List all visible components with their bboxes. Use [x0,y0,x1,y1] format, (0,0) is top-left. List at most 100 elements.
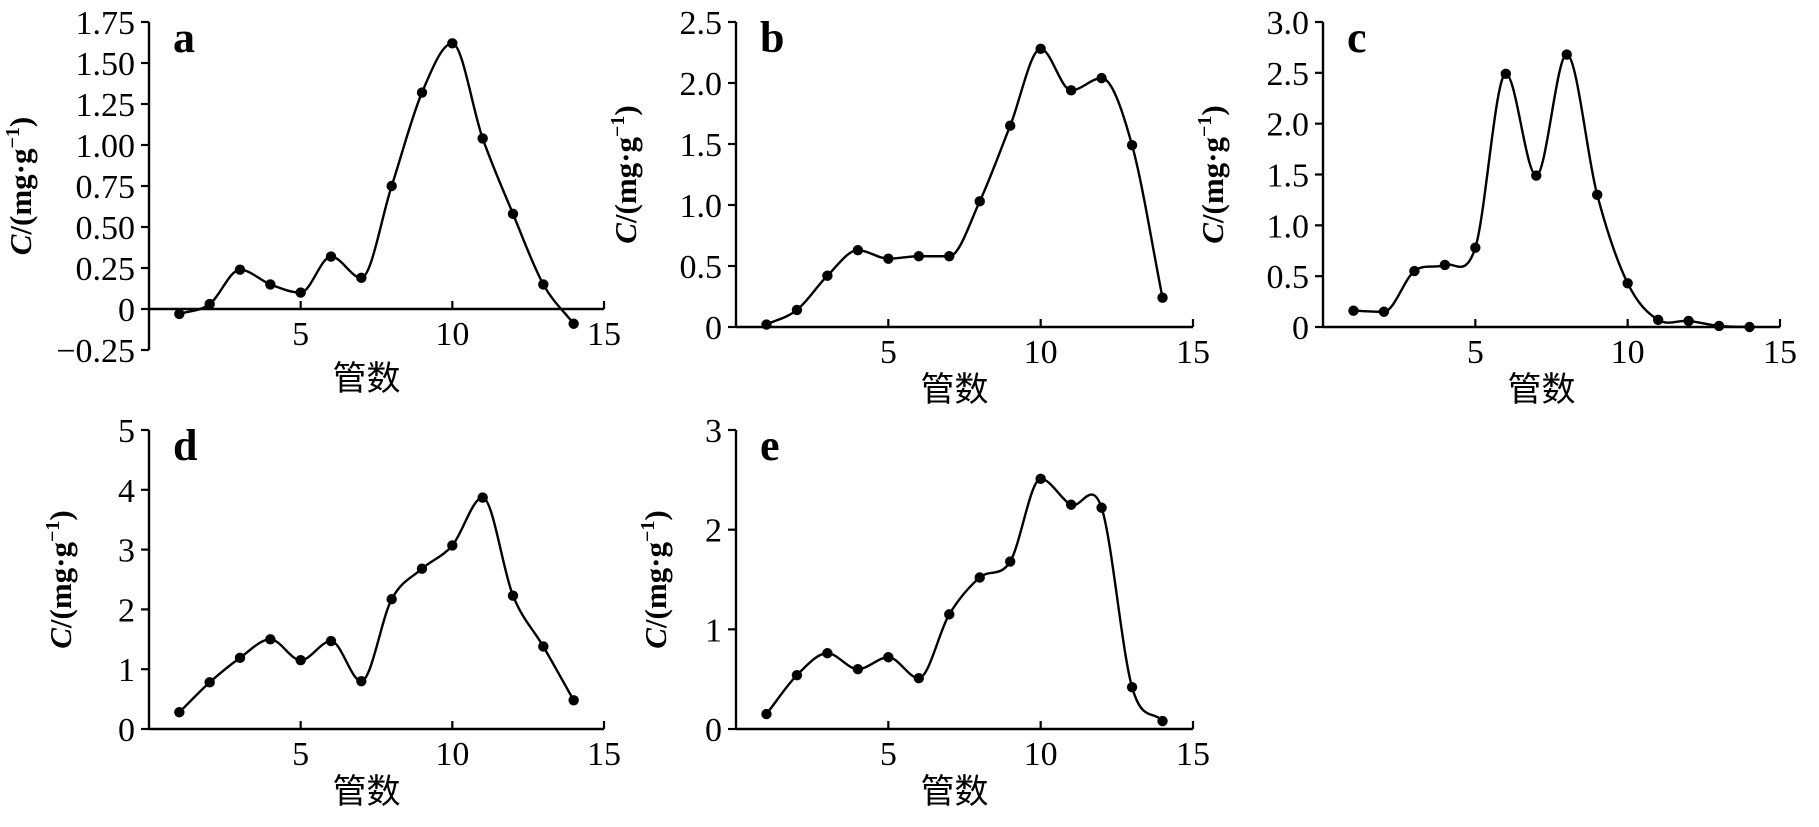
data-point [1439,259,1451,271]
data-point [883,253,894,264]
x-tick-label: 10 [435,316,469,353]
data-point [1005,556,1016,567]
data-point [1065,85,1077,96]
y-axis-label-unit: /(mg·g [3,148,38,236]
data-point [1592,189,1603,201]
y-tick-label: 0 [705,310,722,347]
y-tick-label: 0.25 [76,251,136,288]
data-point [1744,321,1755,333]
data-point [1157,715,1168,727]
data-point [507,208,519,220]
x-axis-label: 管数 [1508,370,1576,410]
data-point [852,244,864,256]
series-line [1353,53,1750,329]
data-point [944,251,955,262]
x-axis-label: 管数 [921,772,989,812]
data-point [1126,140,1138,151]
data-point [234,652,246,664]
data-point [477,133,488,144]
y-axis-label-var: C [638,628,673,649]
y-tick-label: 0.75 [76,169,136,206]
data-point [416,563,428,574]
y-tick-label: 0 [118,712,135,749]
y-tick-label: 0 [118,292,135,329]
x-tick-label: 5 [292,316,309,353]
data-point [1683,315,1694,327]
x-tick-label: 5 [1467,334,1484,371]
data-point [295,287,306,298]
data-point [356,272,367,284]
y-axis-label-close: ) [608,105,643,115]
y-tick-label: −0.25 [56,333,135,370]
y-tick-label: 0.5 [680,249,723,286]
data-point [538,641,549,652]
chart-panel-a: −0.25 0 0.25 0.50 0.75 1.00 1.25 1.50 1.75 5 10 15 a… [2,5,621,399]
data-point [1126,681,1138,693]
y-axis-label: C/(mg·g−1) [607,105,643,244]
series-line [178,42,575,325]
y-tick-label: 1.0 [1267,208,1310,245]
x-tick-label: 15 [1176,736,1210,773]
y-axis-label: C/(mg·g−1) [1194,105,1230,244]
data-point [1005,120,1016,131]
chart-panel-d: 0 1 2 3 4 5 5 10 15 d 管数 C/(mg·g−1) [42,413,621,812]
data-point [791,669,803,681]
y-axis-label: C/(mg·g−1) [637,510,673,649]
panel-letter: c [1347,13,1367,62]
data-point [568,695,579,706]
x-axis-label: 管数 [921,370,989,410]
data-point [822,648,833,659]
data-point [325,251,337,262]
y-tick-label: 1.0 [680,188,723,225]
data-point [1409,265,1420,277]
y-tick-label: 4 [118,473,135,510]
data-point [265,634,276,645]
y-tick-label: 1 [705,612,722,649]
x-tick-label: 10 [1611,334,1645,371]
y-tick-label: 3 [705,413,722,450]
data-point [386,594,397,605]
y-tick-label: 1.50 [76,46,136,83]
y-tick-label: 2.0 [680,66,723,103]
data-point [265,279,276,290]
data-point [1561,49,1572,60]
y-tick-label: 1.00 [76,128,136,165]
x-tick-label: 10 [435,736,469,773]
y-axis-label-exponent: −1 [42,521,64,542]
data-point [913,251,924,262]
data-point [447,540,458,551]
data-point [295,655,306,666]
series-line [178,496,575,714]
y-axis-label-close: ) [3,117,38,127]
data-point [447,38,458,49]
y-axis-label-exponent: −1 [607,116,629,137]
chart-panel-b: 0 0.5 1.0 1.5 2.0 2.5 5 10 15 b 管数 C/(mg·g−1) [607,5,1210,410]
y-axis-label-exponent: −1 [1194,116,1216,137]
y-tick-label: 3.0 [1267,5,1310,42]
y-axis-label-unit: /(mg·g [43,541,78,629]
data-point [1500,68,1512,80]
y-axis-label-var: C [1195,223,1230,244]
y-tick-label: 1.25 [76,87,136,124]
data-point [1157,292,1168,303]
y-tick-label: 0.50 [76,210,136,247]
data-point [568,318,579,329]
x-tick-label: 5 [880,334,897,371]
data-point [1035,473,1046,485]
data-point [1652,314,1664,326]
panel-letter: b [760,13,784,62]
data-point [1470,242,1481,253]
data-point [974,196,985,207]
x-tick-label: 5 [880,736,897,773]
x-tick-label: 15 [587,316,621,353]
series-line [765,47,1164,326]
y-axis-label-var: C [3,234,38,255]
panel-letter: d [173,421,197,470]
y-tick-label: 1.5 [680,127,723,164]
x-tick-label: 15 [1763,334,1797,371]
data-point [1096,72,1107,84]
panel-letter: e [760,421,780,470]
y-tick-label: 3 [118,533,135,570]
x-tick-label: 10 [1024,736,1058,773]
